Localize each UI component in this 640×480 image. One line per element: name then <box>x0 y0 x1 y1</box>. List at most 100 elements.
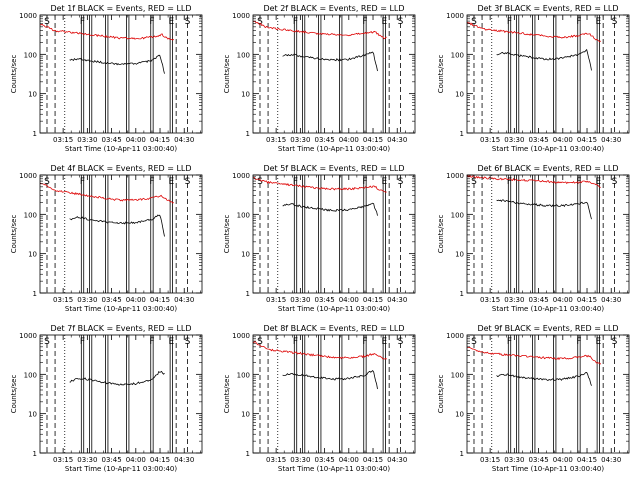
plot-frame <box>252 334 416 454</box>
y-tick-label: 1 <box>33 290 37 298</box>
marker-label: S <box>612 337 618 347</box>
x-tick-label: 03:15 <box>480 296 500 304</box>
y-tick-label: 10 <box>455 251 464 259</box>
x-tick-label: 03:15 <box>480 456 500 464</box>
marker-label: S <box>44 337 50 347</box>
x-tick-label: 04:00 <box>126 296 146 304</box>
marker-label: F <box>80 177 85 187</box>
marker-label: F <box>293 337 298 347</box>
y-tick-label: 100 <box>451 211 464 219</box>
marker-label: S <box>185 177 191 187</box>
y-tick-label: 10 <box>241 251 250 259</box>
x-tick-label: 03:45 <box>101 136 121 144</box>
y-tick-label: 1 <box>460 290 464 298</box>
x-tick-label: 04:30 <box>387 456 407 464</box>
x-tick-label: 03:30 <box>77 456 97 464</box>
x-tick-label: 04:15 <box>150 296 170 304</box>
marker-label: F <box>576 177 581 187</box>
y-tick-label: 1 <box>460 130 464 138</box>
x-tick-label: 04:15 <box>577 296 597 304</box>
y-tick-label: 10 <box>28 251 37 259</box>
x-tick-label: 03:15 <box>53 136 73 144</box>
y-tick-label: 100 <box>451 51 464 59</box>
x-tick-label: 04:30 <box>174 456 194 464</box>
marker-label: S <box>471 337 477 347</box>
marker-label: E <box>381 337 387 347</box>
marker-label: S <box>471 17 477 27</box>
y-tick-label: 100 <box>237 51 250 59</box>
x-axis-label: Start Time (10-Apr-11 03:00:40) <box>278 465 390 473</box>
lld-series-line <box>467 346 602 365</box>
y-tick-label: 100 <box>24 211 37 219</box>
y-tick-label: 1000 <box>232 12 250 20</box>
marker-label: F <box>576 17 581 27</box>
x-tick-label: 03:15 <box>266 456 286 464</box>
marker-label: E <box>168 177 174 187</box>
y-tick-label: 10 <box>455 91 464 99</box>
marker-label: S <box>185 17 191 27</box>
plot-frame <box>252 14 416 134</box>
y-axis-label: Counts/sec <box>437 375 445 414</box>
y-axis-label: Counts/sec <box>437 215 445 254</box>
panel-title: Det 3f BLACK = Events, RED = LLD <box>477 4 618 13</box>
panel-title: Det 2f BLACK = Events, RED = LLD <box>263 4 404 13</box>
y-tick-label: 10 <box>28 411 37 419</box>
panel-title: Det 8f BLACK = Events, RED = LLD <box>263 324 404 333</box>
panel-title: Det 6f BLACK = Events, RED = LLD <box>477 164 618 173</box>
y-tick-label: 10 <box>455 411 464 419</box>
x-tick-label: 04:15 <box>363 296 383 304</box>
y-tick-label: 1000 <box>446 172 464 180</box>
events-series-line <box>282 370 378 390</box>
plot-frame <box>39 334 203 454</box>
y-tick-label: 100 <box>451 371 464 379</box>
y-tick-label: 1000 <box>446 332 464 340</box>
x-tick-label: 03:30 <box>504 296 524 304</box>
x-tick-label: 03:45 <box>528 136 548 144</box>
marker-label: F <box>362 17 367 27</box>
x-tick-label: 04:15 <box>150 456 170 464</box>
lld-series-line <box>466 21 601 43</box>
x-tick-label: 04:15 <box>150 136 170 144</box>
x-tick-label: 04:00 <box>339 136 359 144</box>
y-tick-label: 1000 <box>19 172 37 180</box>
x-tick-label: 03:30 <box>290 296 310 304</box>
y-tick-label: 1 <box>246 130 250 138</box>
x-tick-label: 04:30 <box>601 136 621 144</box>
y-axis-label: Counts/sec <box>223 55 231 94</box>
x-tick-label: 03:45 <box>528 456 548 464</box>
events-series-line <box>282 51 378 72</box>
lld-series-line <box>252 176 387 193</box>
x-tick-label: 04:30 <box>387 296 407 304</box>
x-tick-label: 04:00 <box>339 456 359 464</box>
y-tick-label: 100 <box>24 371 37 379</box>
y-axis-label: Counts/sec <box>10 375 18 414</box>
marker-label: F <box>507 337 512 347</box>
marker-label: F <box>362 337 367 347</box>
marker-label: S <box>185 337 191 347</box>
y-tick-label: 100 <box>24 51 37 59</box>
x-tick-label: 04:30 <box>387 136 407 144</box>
y-tick-label: 10 <box>28 91 37 99</box>
marker-label: S <box>398 177 404 187</box>
x-tick-label: 03:45 <box>314 456 334 464</box>
marker-label: F <box>149 337 154 347</box>
x-axis-label: Start Time (10-Apr-11 03:00:40) <box>65 305 177 313</box>
plot-frame <box>466 174 630 294</box>
x-axis-label: Start Time (10-Apr-11 03:00:40) <box>65 145 177 153</box>
plot-frame <box>466 334 630 454</box>
lld-series-line <box>252 340 387 360</box>
marker-label: S <box>257 17 263 27</box>
marker-label: F <box>80 337 85 347</box>
marker-label: F <box>80 17 85 27</box>
x-tick-label: 04:00 <box>126 136 146 144</box>
marker-label: E <box>595 177 601 187</box>
x-axis-label: Start Time (10-Apr-11 03:00:40) <box>65 465 177 473</box>
marker-label: S <box>257 177 263 187</box>
panel-title: Det 7f BLACK = Events, RED = LLD <box>50 324 191 333</box>
x-tick-label: 03:15 <box>53 296 73 304</box>
x-axis-label: Start Time (10-Apr-11 03:00:40) <box>278 305 390 313</box>
